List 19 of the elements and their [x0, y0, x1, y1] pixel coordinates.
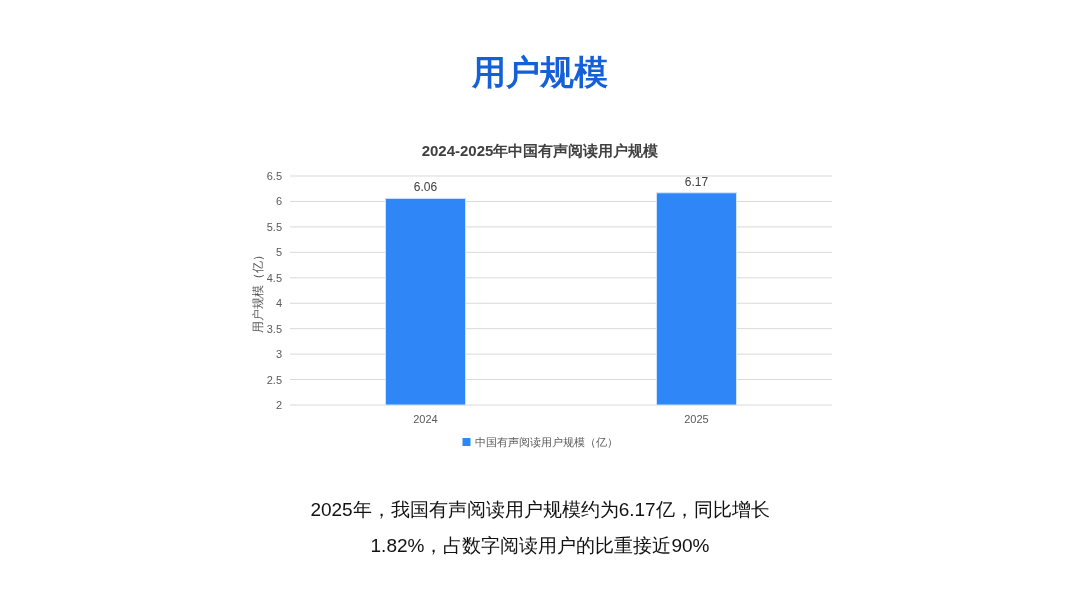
y-tick-label: 6.5 [266, 170, 282, 182]
legend-label: 中国有声阅读用户规模（亿） [474, 436, 618, 448]
x-tick-label: 2025 [684, 413, 709, 425]
chart-subtitle: 2024-2025年中国有声阅读用户规模 [421, 142, 660, 159]
y-tick-label: 2.5 [266, 373, 282, 386]
data-label: 6.06 [413, 180, 438, 195]
text: 2025年，我国有声阅读用户规模约为6.17亿，同比增长1.82%，占数字阅读用户的比重接近90% [309, 498, 771, 558]
x-tick-label: 2024 [413, 413, 438, 425]
chart-title: 用户规模 [471, 53, 608, 91]
y-tick-label: 4.5 [266, 271, 282, 284]
y-tick-label: 5.5 [266, 220, 282, 233]
y-tick-label: 3.5 [266, 322, 282, 335]
data-label: 6.17 [684, 174, 709, 189]
y-axis-title: 用户规模（亿） [251, 248, 265, 333]
y-tick-label: 3 [275, 348, 282, 361]
y-tick-label: 5 [275, 246, 282, 259]
y-tick-label: 4 [275, 297, 282, 310]
y-tick-label: 6 [275, 195, 282, 208]
y-tick-label: 2 [275, 399, 282, 411]
